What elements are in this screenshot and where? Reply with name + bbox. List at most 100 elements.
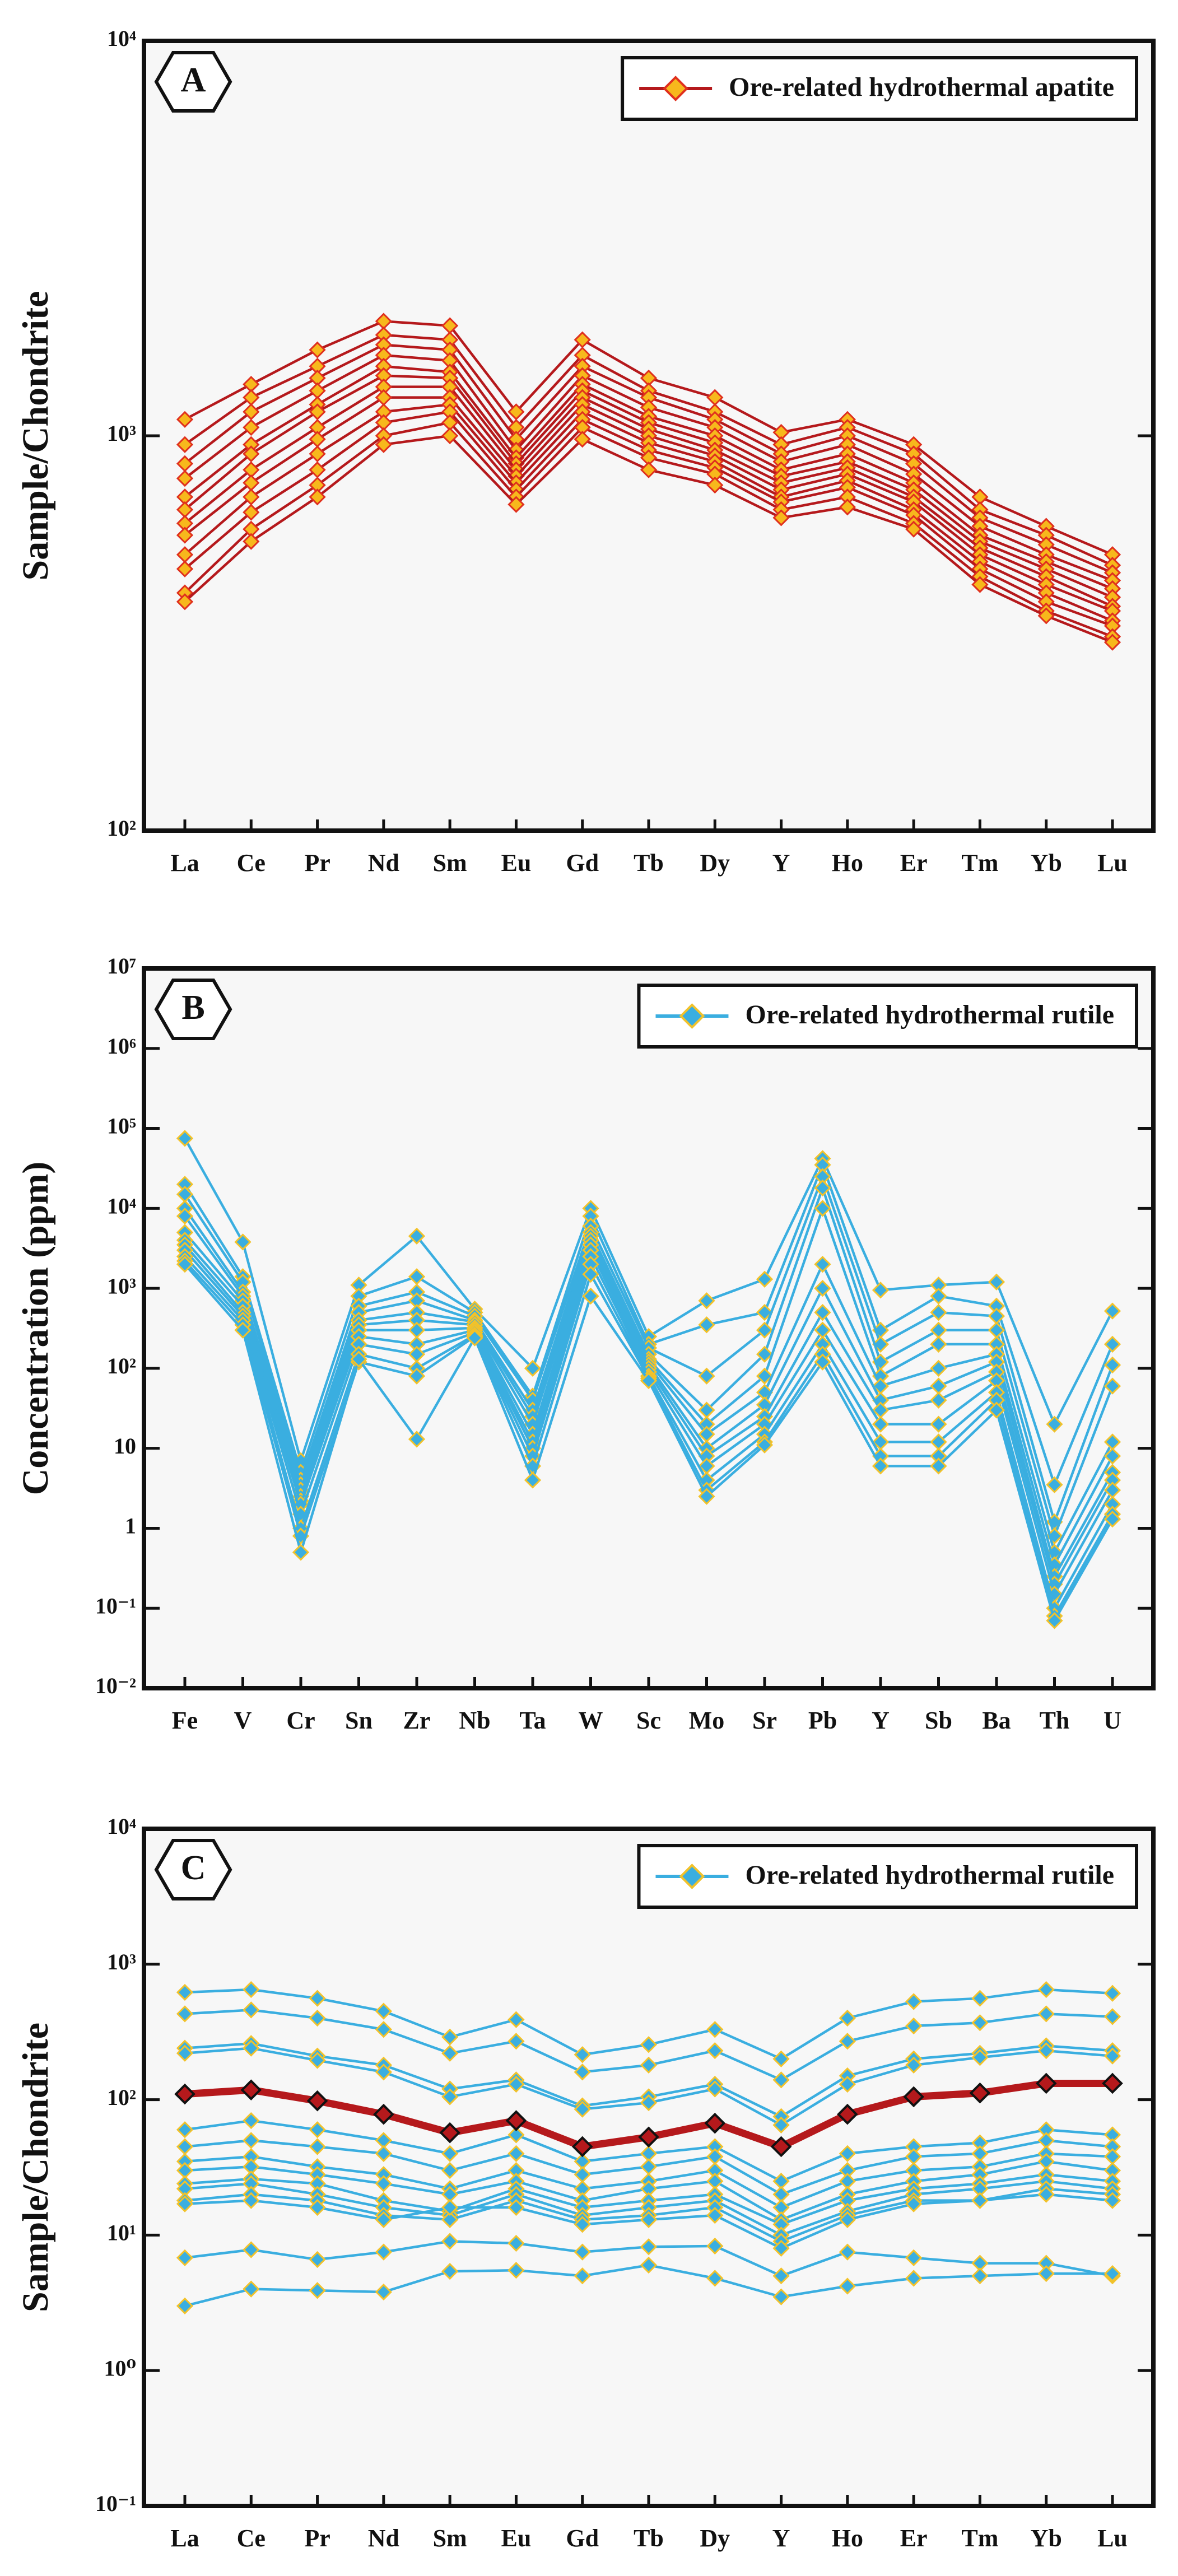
legend-label: Ore-related hydrothermal rutile — [745, 1000, 1114, 1030]
x-tick-label: Ho — [832, 2524, 863, 2552]
marker — [309, 445, 326, 463]
marker — [1046, 1415, 1063, 1433]
x-tick-label: Yb — [1031, 2524, 1062, 2552]
marker — [292, 1544, 310, 1561]
marker — [772, 2267, 790, 2285]
marker — [772, 2288, 790, 2305]
marker — [375, 436, 392, 453]
x-tick-label: Sm — [433, 849, 467, 877]
marker — [441, 2088, 459, 2105]
marker — [839, 2145, 856, 2162]
marker — [839, 2243, 856, 2261]
y-tick-label: 10⁴ — [107, 1194, 136, 1219]
marker — [309, 1990, 326, 2007]
marker — [698, 1292, 715, 1310]
panel-label-frame — [154, 51, 232, 113]
marker — [837, 2103, 858, 2125]
y-tick-label: 10⁶ — [107, 1033, 136, 1059]
marker — [375, 2211, 392, 2228]
marker — [756, 1436, 774, 1454]
marker — [1046, 1612, 1063, 1629]
legend: Ore-related hydrothermal rutile — [637, 984, 1138, 1049]
marker — [1103, 1447, 1121, 1465]
marker — [243, 2241, 260, 2258]
marker — [441, 427, 459, 445]
x-tick-label: Ba — [982, 1707, 1011, 1734]
marker — [772, 2071, 790, 2089]
y-tick-label: 10³ — [107, 421, 136, 446]
marker — [930, 1457, 947, 1475]
marker — [176, 2249, 194, 2267]
marker — [814, 1353, 831, 1371]
marker — [243, 504, 260, 521]
marker — [1037, 2042, 1055, 2060]
x-tick-label: Zr — [403, 1707, 431, 1734]
panel-label: A — [181, 61, 206, 99]
marker — [640, 461, 658, 478]
marker — [524, 1359, 542, 1377]
marker — [1103, 1335, 1121, 1353]
marker — [507, 2075, 525, 2093]
marker — [839, 499, 856, 516]
marker — [698, 1367, 715, 1385]
marker — [176, 1983, 194, 2001]
marker — [1103, 2192, 1121, 2209]
panel: 10² 10³ 10⁴ La Ce Pr Nd Sm Eu Gd Tb Dy Y Ho Er Tm Yb Lu Sa… — [15, 26, 1156, 877]
marker — [176, 469, 194, 487]
marker — [706, 2021, 724, 2038]
panel: 10⁻² 10⁻¹ 1 10 10² 10³ 10⁴ 10⁵ 10⁶ 10⁷ Fe V Cr Sn Zr Nb… — [15, 953, 1156, 1734]
x-tick-label: Nd — [368, 2524, 399, 2552]
marker — [814, 1279, 831, 1297]
marker — [756, 1345, 774, 1363]
marker — [582, 1265, 599, 1283]
x-tick-label: Eu — [501, 849, 532, 877]
x-tick-label: Er — [900, 2524, 928, 2552]
legend-marker — [663, 76, 688, 101]
y-tick-label: 10¹ — [107, 2220, 136, 2246]
marker — [176, 436, 194, 453]
marker — [176, 560, 194, 577]
y-axis-title: Sample/Chondrite — [15, 291, 56, 580]
x-tick-label: Nb — [459, 1707, 490, 1734]
x-tick-label: V — [234, 1707, 252, 1734]
marker — [243, 445, 260, 463]
marker — [905, 2249, 923, 2267]
y-tick-label: 1 — [125, 1513, 136, 1539]
marker — [176, 593, 194, 611]
legend-marker — [679, 1864, 705, 1889]
x-tick-label: Sc — [636, 1707, 661, 1734]
x-tick-label: U — [1103, 1707, 1121, 1734]
marker — [930, 1303, 947, 1321]
marker — [1103, 1511, 1121, 1528]
marker — [1037, 607, 1055, 625]
marker — [872, 1282, 890, 1299]
marker — [441, 2198, 459, 2216]
marker — [1102, 2072, 1123, 2094]
legend-label: Ore-related hydrothermal rutile — [745, 1860, 1114, 1890]
y-axis-title: Concentration (ppm) — [15, 1162, 56, 1496]
marker — [441, 2162, 459, 2179]
marker — [176, 1208, 194, 1225]
marker — [375, 2002, 392, 2020]
marker — [176, 527, 194, 544]
marker — [930, 1391, 947, 1409]
marker — [971, 576, 989, 593]
marker — [243, 2001, 260, 2019]
marker — [905, 2056, 923, 2074]
marker — [408, 1227, 426, 1245]
marker — [971, 2014, 989, 2032]
x-tick-label: Tb — [634, 2524, 664, 2552]
marker — [969, 2082, 991, 2104]
marker — [505, 2110, 527, 2131]
marker — [756, 1321, 774, 1339]
x-tick-label: Er — [900, 849, 928, 877]
marker — [839, 2075, 856, 2093]
marker — [1103, 1356, 1121, 1374]
x-tick-label: Ho — [832, 849, 863, 877]
marker — [988, 1273, 1005, 1291]
marker — [507, 2011, 525, 2028]
marker — [706, 476, 724, 494]
marker — [441, 2145, 459, 2162]
marker — [905, 1993, 923, 2010]
